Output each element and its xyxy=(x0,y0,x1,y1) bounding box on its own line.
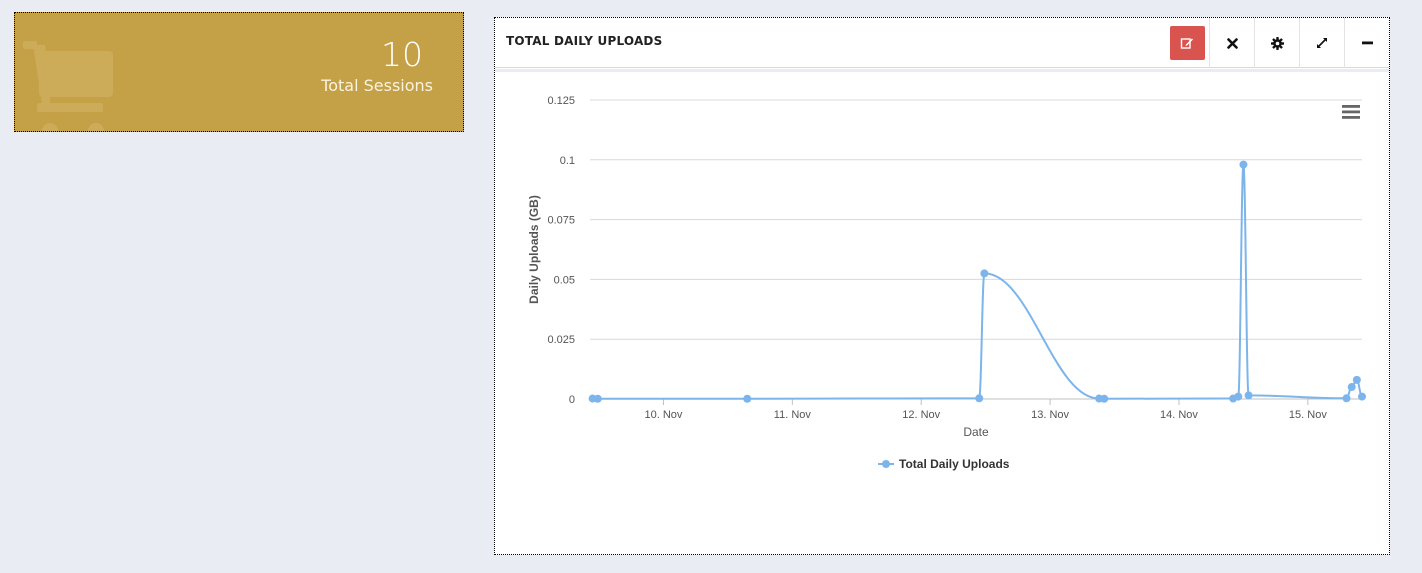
data-point xyxy=(593,394,602,403)
x-tick-label: 12. Nov xyxy=(902,409,940,421)
uploads-line-chart: 0 0.025 0.05 0.075 0.1 0.125 10. Nov 11. Nov 12.… xyxy=(527,95,1366,471)
stat-label: Total Sessions xyxy=(321,76,433,95)
x-tick-label: 10. Nov xyxy=(645,409,683,421)
x-tick-label: 15. Nov xyxy=(1289,409,1327,421)
shopping-cart-icon xyxy=(23,41,113,131)
x-axis-title: Date xyxy=(963,425,989,439)
y-tick-label: 0.125 xyxy=(547,95,575,107)
data-point xyxy=(1234,392,1243,401)
series-line xyxy=(592,163,1363,400)
stat-value: 10 xyxy=(381,35,423,74)
widget-title: TOTAL DAILY UPLOADS xyxy=(506,34,663,48)
gear-icon xyxy=(1270,36,1284,50)
y-tick-label: 0.05 xyxy=(554,274,575,286)
y-tick-label: 0.025 xyxy=(547,334,575,346)
x-tick-label: 11. Nov xyxy=(774,409,812,421)
chart-menu-icon[interactable] xyxy=(1342,105,1360,119)
close-button[interactable] xyxy=(1209,18,1254,68)
data-point xyxy=(1100,394,1109,403)
edit-button[interactable] xyxy=(1165,18,1209,68)
edit-icon xyxy=(1169,26,1205,60)
y-axis-title: Daily Uploads (GB) xyxy=(527,195,541,304)
widget-header: TOTAL DAILY UPLOADS xyxy=(495,18,1389,68)
data-point xyxy=(1342,394,1351,403)
x-tick-label: 13. Nov xyxy=(1031,409,1069,421)
total-sessions-tile[interactable]: 10 Total Sessions xyxy=(14,12,464,132)
expand-icon xyxy=(1317,38,1327,48)
data-point xyxy=(1358,392,1366,401)
data-point xyxy=(743,394,752,403)
minimize-icon xyxy=(1361,41,1373,45)
y-tick-label: 0.1 xyxy=(560,155,575,167)
data-point xyxy=(975,394,984,403)
data-point xyxy=(1244,391,1253,400)
total-daily-uploads-widget: TOTAL DAILY UPLOADS xyxy=(494,17,1390,555)
y-tick-label: 0 xyxy=(569,394,575,406)
expand-button[interactable] xyxy=(1299,18,1344,68)
data-point xyxy=(1239,160,1248,169)
widget-toolbar xyxy=(1165,18,1389,68)
y-tick-label: 0.075 xyxy=(547,215,575,227)
close-icon xyxy=(1226,37,1238,49)
settings-button[interactable] xyxy=(1254,18,1299,68)
legend-marker xyxy=(882,460,890,468)
data-point xyxy=(980,269,989,278)
widget-body-divider xyxy=(495,69,1389,72)
data-point xyxy=(1347,383,1356,392)
legend-label[interactable]: Total Daily Uploads xyxy=(899,457,1010,471)
x-tick-label: 14. Nov xyxy=(1160,409,1198,421)
minimize-button[interactable] xyxy=(1344,18,1389,68)
data-point xyxy=(1352,375,1361,384)
